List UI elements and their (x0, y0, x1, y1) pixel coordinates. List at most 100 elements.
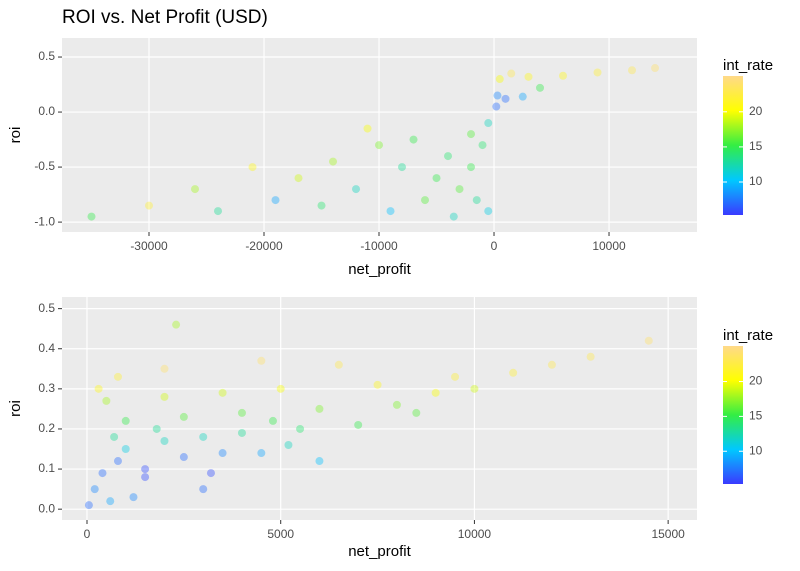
point (431, 388, 440, 397)
point (386, 207, 395, 216)
point (536, 83, 545, 92)
point (501, 94, 510, 103)
point (317, 201, 326, 210)
point (493, 91, 502, 100)
point (651, 64, 660, 73)
point (218, 388, 227, 397)
point (113, 372, 122, 381)
y-tick-label: -1.0 (34, 214, 55, 228)
point (160, 392, 169, 401)
x-axis-label: net_profit (348, 261, 411, 278)
point (484, 207, 493, 216)
point (296, 424, 305, 433)
y-tick-label: 0.1 (38, 461, 55, 475)
x-tick-label: 10000 (592, 239, 626, 253)
point (160, 436, 169, 445)
x-axis-label: net_profit (348, 543, 411, 560)
point (191, 185, 200, 194)
point (248, 163, 257, 172)
point (152, 424, 161, 433)
point (409, 135, 418, 144)
point (90, 485, 99, 494)
colorbar-title: int_rate (723, 327, 773, 344)
point (495, 75, 504, 84)
point (559, 71, 568, 80)
point (470, 384, 479, 393)
y-tick-label: 0.2 (38, 421, 55, 435)
x-tick-label: 10000 (458, 527, 492, 541)
point (121, 416, 130, 425)
point (141, 465, 150, 474)
y-tick-label: 0.0 (38, 501, 55, 515)
point (547, 360, 556, 369)
point (509, 368, 518, 377)
colorbar-tick-label: 20 (749, 104, 763, 118)
point (257, 449, 266, 458)
point (507, 69, 516, 78)
point (472, 196, 481, 205)
colorbar-tick-label: 15 (749, 139, 763, 153)
point (129, 493, 138, 502)
chart-title: ROI vs. Net Profit (USD) (62, 7, 268, 28)
point (421, 196, 430, 205)
point (237, 428, 246, 437)
point (294, 174, 303, 183)
point (478, 141, 487, 150)
point (121, 445, 130, 454)
y-tick-label: 0.5 (38, 301, 55, 315)
point (518, 92, 527, 101)
point (586, 352, 595, 361)
point (94, 384, 103, 393)
point (334, 360, 343, 369)
point (84, 501, 93, 510)
point (145, 201, 154, 210)
point (412, 408, 421, 417)
point (375, 141, 384, 150)
point (214, 207, 223, 216)
point (257, 356, 266, 365)
x-tick-label: 5000 (267, 527, 294, 541)
point (455, 185, 464, 194)
x-tick-label: -20000 (245, 239, 283, 253)
point (141, 473, 150, 482)
point (352, 185, 361, 194)
x-tick-label: 0 (491, 239, 498, 253)
point (593, 68, 602, 77)
y-tick-label: 0.0 (38, 104, 55, 118)
point (451, 372, 460, 381)
point (284, 440, 293, 449)
point (444, 152, 453, 161)
x-tick-label: -10000 (360, 239, 398, 253)
point (106, 497, 115, 506)
point (271, 196, 280, 205)
y-tick-label: 0.3 (38, 381, 55, 395)
point (102, 396, 111, 405)
point (373, 380, 382, 389)
colorbar-tick-label: 20 (749, 374, 763, 388)
colorbar-tick-label: 10 (749, 443, 763, 457)
point (218, 449, 227, 458)
point (206, 469, 215, 478)
x-tick-label: 0 (84, 527, 91, 541)
point (329, 157, 338, 166)
point (179, 453, 188, 462)
x-tick-label: 15000 (651, 527, 685, 541)
plot-background (62, 297, 697, 520)
point (179, 412, 188, 421)
point (87, 212, 96, 221)
point (199, 485, 208, 494)
point (492, 102, 501, 111)
point (237, 408, 246, 417)
colorbar (723, 76, 743, 215)
point (110, 432, 119, 441)
point (392, 400, 401, 409)
point (98, 469, 107, 478)
point (467, 130, 476, 139)
point (199, 432, 208, 441)
y-tick-label: -0.5 (34, 159, 55, 173)
colorbar-tick-label: 15 (749, 409, 763, 423)
point (276, 384, 285, 393)
point (160, 364, 169, 373)
